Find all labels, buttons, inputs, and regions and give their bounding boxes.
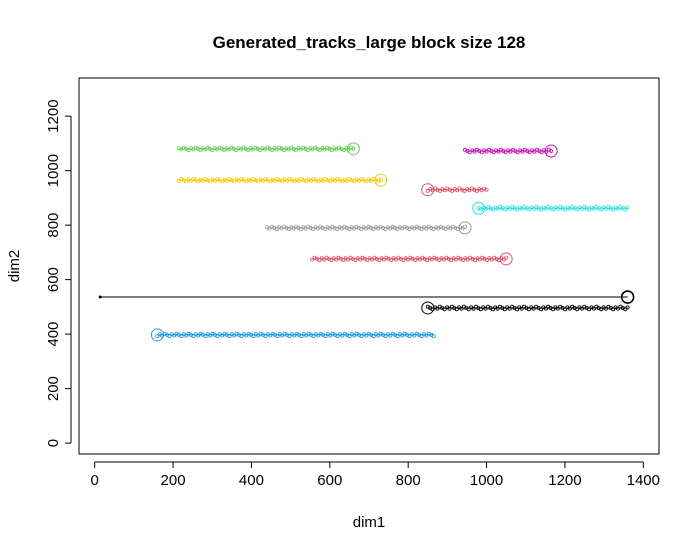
track-point [467,188,472,193]
x-axis: 0 200 400 600 800 1000 1200 1400 [91,461,660,489]
x-tick-label: 200 [161,472,186,489]
track-series [150,328,436,342]
track-point [442,188,447,193]
track-series [265,221,472,235]
track-series [462,144,558,158]
y-axis: 0 200 400 600 800 1000 1200 [45,99,72,447]
x-tick-label: 0 [91,472,99,489]
track-series [421,183,489,197]
track-origin-point [98,295,102,299]
track-series [176,142,360,156]
track-marker [374,173,388,187]
track-marker [458,221,472,235]
track-marker [472,201,486,215]
track-marker [499,252,513,266]
series-layer [98,142,635,342]
track-point [351,146,356,151]
y-tick-label: 1200 [45,99,62,132]
y-tick-label: 800 [45,213,62,238]
track-marker [421,183,435,197]
track-point [504,255,509,260]
track-end-marker [620,290,635,304]
x-tick-label: 800 [396,472,421,489]
y-tick-label: 600 [45,267,62,292]
y-tick-label: 0 [45,439,62,447]
track-series [310,252,513,266]
plot-frame [78,77,660,455]
x-tick-label: 600 [317,472,342,489]
track-point [462,188,467,193]
track-point [462,224,467,229]
track-point [419,334,424,339]
track-series [98,290,635,315]
y-tick-label: 200 [45,376,62,401]
y-tick-label: 400 [45,322,62,347]
track-series [472,201,630,215]
track-point [431,334,436,339]
track-marker [150,328,164,342]
track-marker [346,142,360,156]
x-tick-label: 1000 [470,472,503,489]
x-axis-label: dim1 [353,514,386,531]
y-axis-label: dim2 [6,250,23,283]
track-point [625,205,630,210]
x-tick-label: 400 [239,472,264,489]
track-point [437,188,442,193]
track-series [176,173,388,187]
track-point [549,148,554,153]
track-point [625,305,630,310]
track-point [484,187,489,192]
track-point [378,177,383,182]
y-tick-label: 1000 [45,154,62,187]
track-point [431,227,436,232]
track-marker [421,301,435,315]
chart-title: Generated_tracks_large block size 128 [213,33,526,52]
track-marker [544,144,558,158]
x-tick-label: 1200 [548,472,581,489]
x-tick-label: 1400 [627,472,660,489]
